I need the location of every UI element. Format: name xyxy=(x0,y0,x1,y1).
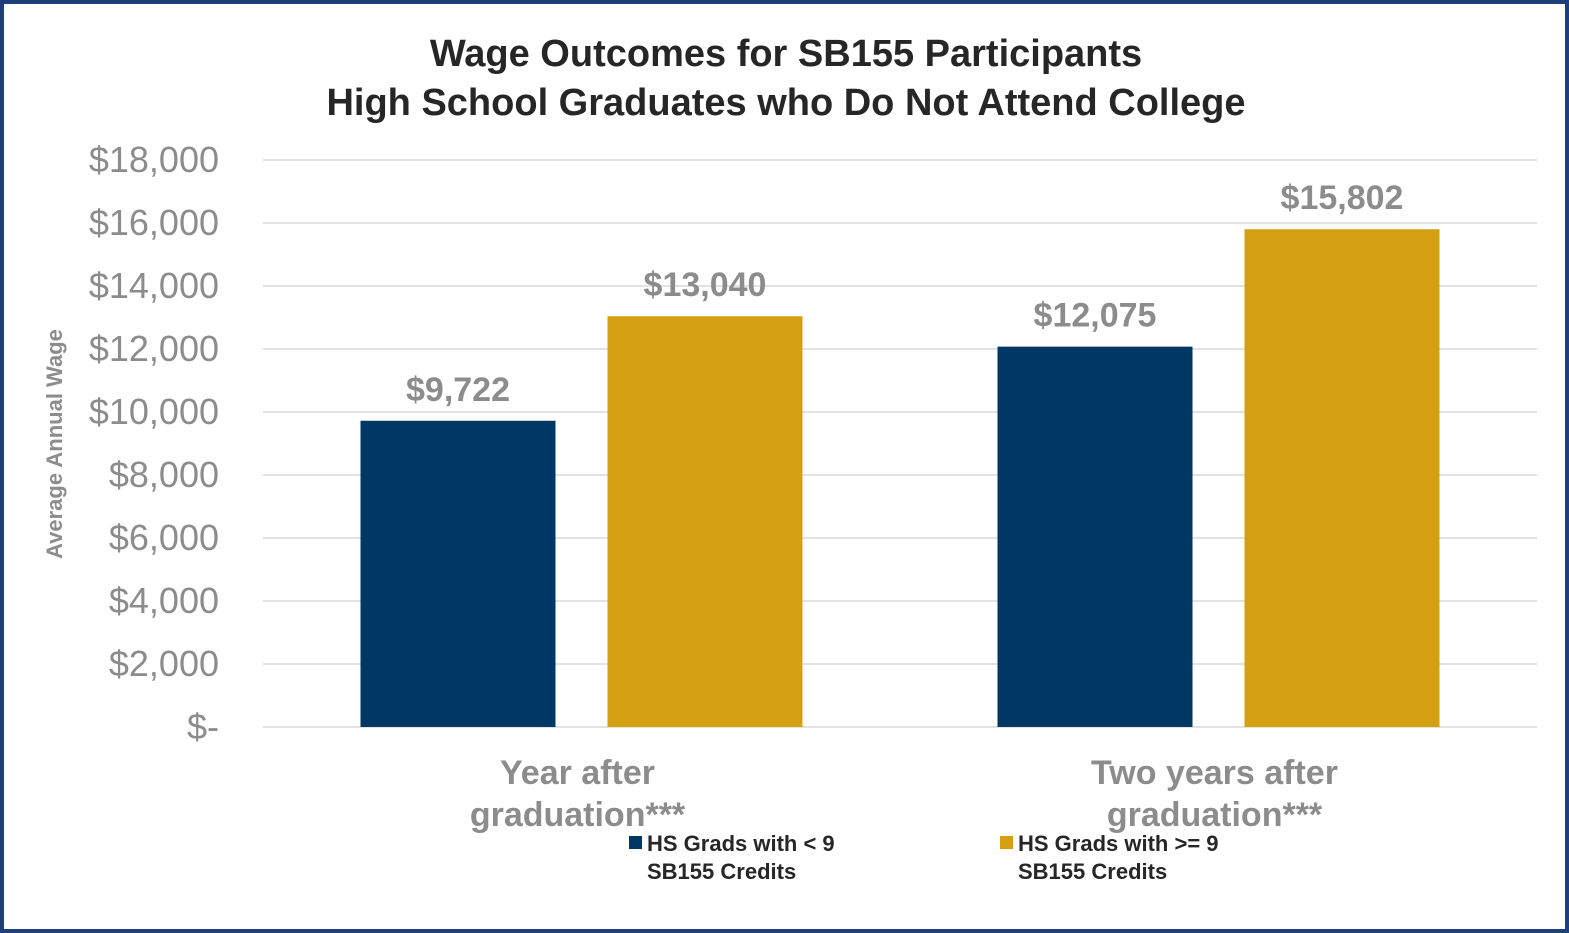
x-axis-categories: Year after graduation*** Two years after gr… xyxy=(470,754,1338,834)
y-tick-label: $4,000 xyxy=(109,580,219,621)
legend-label: SB155 Credits xyxy=(647,859,796,884)
y-axis-label: Average Annual Wage xyxy=(42,329,67,559)
bar xyxy=(1244,229,1440,727)
legend: HS Grads with < 9 SB155 Credits HS Grads w… xyxy=(629,831,1219,884)
bar-chart: Wage Outcomes for SB155 Participants Hig… xyxy=(42,33,1537,884)
data-label: $13,040 xyxy=(644,266,767,304)
y-tick-label: $18,000 xyxy=(89,139,219,180)
y-axis-ticks: $- $2,000 $4,000 $6,000 $8,000 $10,000 $12,000… xyxy=(89,139,219,747)
legend-label: HS Grads with >= 9 xyxy=(1018,831,1219,856)
data-label: $15,802 xyxy=(1281,179,1404,217)
bar xyxy=(360,420,556,727)
chart-title-line-2: High School Graduates who Do Not Attend … xyxy=(326,82,1245,124)
y-tick-label: $6,000 xyxy=(109,517,219,558)
y-tick-label: $12,000 xyxy=(89,328,219,369)
y-tick-label: $8,000 xyxy=(109,454,219,495)
legend-swatch xyxy=(629,836,642,849)
legend-label: HS Grads with < 9 xyxy=(647,831,835,856)
y-tick-label: $- xyxy=(187,706,219,747)
data-label: $9,722 xyxy=(406,371,510,409)
x-category-label: Two years after xyxy=(1091,754,1338,792)
y-tick-label: $10,000 xyxy=(89,391,219,432)
bar xyxy=(997,346,1193,727)
x-category-label: graduation*** xyxy=(470,796,686,834)
x-category-label: graduation*** xyxy=(1107,796,1323,834)
y-tick-label: $16,000 xyxy=(89,202,219,243)
chart-title: Wage Outcomes for SB155 Participants Hig… xyxy=(326,33,1245,124)
y-tick-label: $2,000 xyxy=(109,643,219,684)
legend-label: SB155 Credits xyxy=(1018,859,1167,884)
bars xyxy=(360,229,1440,727)
data-labels: $9,722 $13,040 $12,075 $15,802 xyxy=(406,179,1403,409)
data-label: $12,075 xyxy=(1034,297,1157,335)
bar xyxy=(607,316,803,727)
x-category-label: Year after xyxy=(500,754,655,792)
legend-swatch xyxy=(1000,836,1013,849)
y-tick-label: $14,000 xyxy=(89,265,219,306)
chart-title-line-1: Wage Outcomes for SB155 Participants xyxy=(430,33,1142,75)
